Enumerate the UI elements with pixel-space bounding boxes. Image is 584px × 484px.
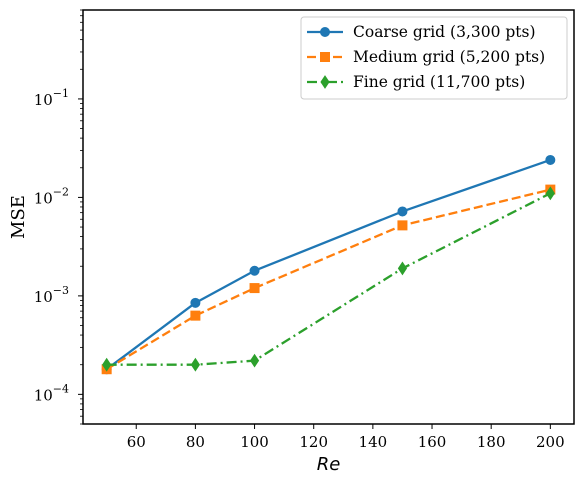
x-tick-label: 200 [536,433,565,451]
y-tick-label: 10−2 [34,185,69,207]
legend-label: Coarse grid (3,300 pts) [353,23,536,41]
x-tick-label: 140 [359,433,388,451]
legend-entry: Coarse grid (3,300 pts) [307,23,536,41]
legend-marker [320,75,330,89]
series-line [106,192,551,366]
x-tick-label: 80 [186,433,205,451]
legend-label: Medium grid (5,200 pts) [353,48,545,66]
legend-marker [320,52,330,62]
data-point [545,154,556,165]
data-point [397,220,408,231]
x-tick-label: 160 [418,433,447,451]
y-tick-label: 10−3 [34,284,69,306]
x-tick-label: 60 [127,433,146,451]
plot-frame [82,9,575,425]
series-line [106,188,551,371]
data-point [397,206,408,217]
y-axis-label: MSE [8,195,29,239]
x-tick-label: 100 [240,433,269,451]
legend-entry: Fine grid (11,700 pts) [307,73,525,91]
legend-label: Fine grid (11,700 pts) [353,73,525,91]
data-point [190,357,200,372]
series-3 [102,186,555,372]
data-point [397,261,408,276]
x-tick-label: 180 [477,433,506,451]
axes: 60 80 100 120 140 160 180 200 10−4 10−3 10−2 10−1 [34,9,565,451]
series-1 [101,154,556,375]
data-point [190,310,201,321]
data-point [190,297,201,308]
series-line [105,158,551,371]
data-point [102,357,112,372]
x-tick-label: 120 [299,433,328,451]
data-point [249,283,260,294]
data-point [249,265,260,276]
data-point [249,353,260,368]
series-2 [101,184,556,375]
legend: Coarse grid (3,300 pts) Medium grid (5,20… [300,16,568,100]
x-axis-label: Re [317,454,341,475]
data-point [545,186,555,201]
legend-entry: Medium grid (5,200 pts) [307,48,545,66]
legend-marker [320,27,330,37]
legend-box [300,16,568,100]
plot-area [101,154,556,375]
y-tick-label: 10−4 [34,382,69,404]
y-tick-label: 10−1 [34,87,69,109]
